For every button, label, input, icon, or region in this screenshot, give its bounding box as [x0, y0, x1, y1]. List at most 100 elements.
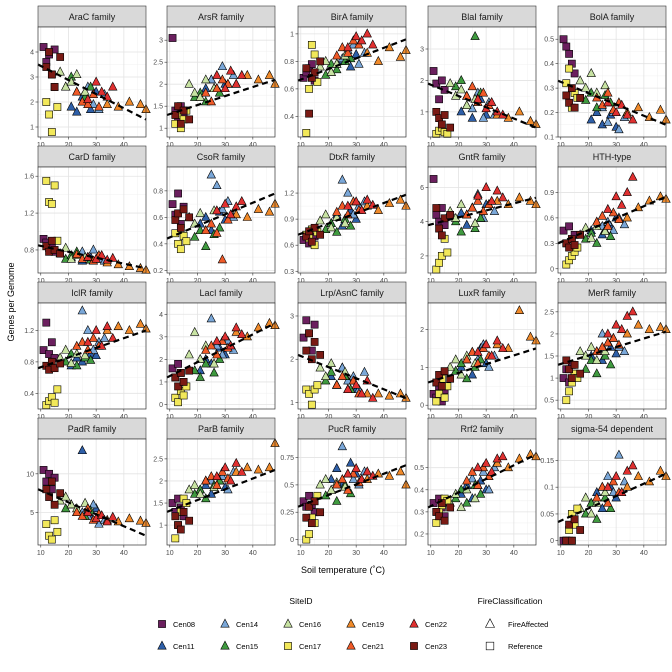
trend-line [37, 63, 147, 121]
point-cen08 [174, 360, 182, 368]
y-tick-label: 4 [420, 219, 424, 226]
point-cen23 [437, 231, 446, 240]
x-tick-label: 40 [510, 278, 518, 285]
point-cen21 [337, 371, 348, 380]
point-cen11 [462, 219, 472, 229]
point-cen23 [446, 211, 455, 219]
point-cen08 [39, 346, 48, 354]
x-tick-label: 20 [65, 414, 73, 421]
point-cen19 [253, 74, 264, 84]
point-cen17 [45, 110, 53, 119]
facet-csor-family: CsoR family 0.2 0.4 0.6 0.8 10 20 30 40 [153, 145, 280, 285]
point-cen19 [124, 513, 135, 523]
y-tick-label: 0.2 [153, 268, 163, 275]
point-cen11 [91, 350, 101, 360]
point-cen19 [395, 466, 406, 476]
point-cen16 [60, 242, 71, 252]
x-tick-label: 10 [297, 550, 305, 557]
point-cen23 [56, 489, 65, 498]
point-cen16 [580, 492, 591, 502]
point-cen17 [42, 176, 51, 185]
point-cen11 [611, 348, 621, 358]
facet-sigma-54-dependent: sigma-54 dependent 0 0.05 0.1 0.15 10 20 30 40 [540, 417, 671, 557]
point-cen22 [351, 463, 361, 472]
point-cen08 [429, 67, 438, 75]
point-cen14 [83, 325, 93, 334]
point-cen19 [253, 203, 264, 213]
point-cen11 [456, 106, 466, 116]
point-cen23 [176, 224, 185, 232]
point-cen15 [475, 212, 486, 222]
point-cen22 [108, 81, 118, 91]
point-cen17 [50, 181, 59, 190]
point-cen22 [237, 329, 247, 339]
x-tick-label: 40 [380, 414, 388, 421]
point-cen23 [47, 477, 56, 486]
y-tick-label: 0.05 [540, 511, 554, 518]
point-cen16 [320, 209, 331, 219]
point-cen23 [570, 515, 579, 524]
facet-title: CarD family [68, 152, 116, 162]
facet-title: LuxR family [458, 288, 506, 298]
point-cen23 [570, 360, 579, 369]
panel-border [166, 438, 276, 546]
point-cen23 [562, 91, 571, 100]
point-cen16 [80, 350, 90, 360]
point-cen19 [264, 206, 275, 216]
point-cen22 [212, 335, 222, 345]
data-points [39, 305, 151, 409]
point-cen21 [462, 354, 472, 364]
y-tick-label: 2 [30, 100, 34, 107]
y-tick-label: 2 [420, 327, 424, 334]
data-points [429, 30, 541, 138]
point-cen22 [220, 83, 230, 93]
legend-label: Cen16 [299, 620, 321, 629]
point-cen21 [592, 492, 602, 502]
panel-border [297, 166, 407, 274]
point-cen21 [206, 340, 217, 350]
y-tick-label: 0 [550, 266, 554, 273]
point-cen08 [305, 491, 313, 500]
point-cen19 [655, 465, 666, 475]
legend-key-cen16 [283, 618, 293, 628]
x-tick-label: 10 [557, 414, 565, 421]
y-tick-label: 1 [420, 109, 424, 116]
panel-border [37, 302, 147, 410]
y-tick-label: 2 [159, 478, 163, 485]
point-cen23 [316, 230, 325, 239]
point-cen21 [332, 479, 342, 489]
legend-key-cen23 [410, 642, 418, 650]
x-tick-label: 30 [612, 142, 620, 149]
point-cen08 [47, 338, 56, 347]
point-cen14 [359, 366, 370, 376]
facet-title: BirA family [331, 12, 374, 22]
point-cen22 [622, 109, 632, 119]
x-tick-label: 10 [427, 278, 435, 285]
y-tick-label: 0 [420, 403, 424, 410]
point-cen22 [351, 379, 361, 389]
facet-arac-family: AraC family 1 2 3 4 10 20 30 40 [30, 5, 151, 149]
point-cen15 [605, 503, 616, 513]
point-cen21 [201, 475, 211, 485]
point-cen17 [47, 199, 56, 208]
trend-line [37, 244, 147, 270]
y-tick-label: 0.6 [153, 215, 163, 222]
point-cen14 [217, 61, 228, 71]
x-tick-label: 20 [455, 414, 463, 421]
y-tick-label: 2 [550, 331, 554, 338]
point-cen23 [437, 120, 446, 129]
point-cen16 [60, 344, 71, 354]
point-cen16 [66, 357, 76, 367]
point-cen19 [373, 468, 384, 478]
x-tick-label: 30 [352, 142, 360, 149]
point-cen14 [212, 180, 222, 189]
point-cen11 [467, 112, 478, 122]
point-cen22 [225, 209, 236, 219]
point-cen14 [478, 466, 489, 476]
y-tick-label: 1 [159, 126, 163, 133]
y-tick-label: 1 [159, 523, 163, 530]
x-tick-label: 10 [557, 142, 565, 149]
point-cen23 [171, 373, 180, 382]
y-tick-label: 0.8 [24, 247, 34, 254]
point-cen22 [351, 196, 361, 206]
